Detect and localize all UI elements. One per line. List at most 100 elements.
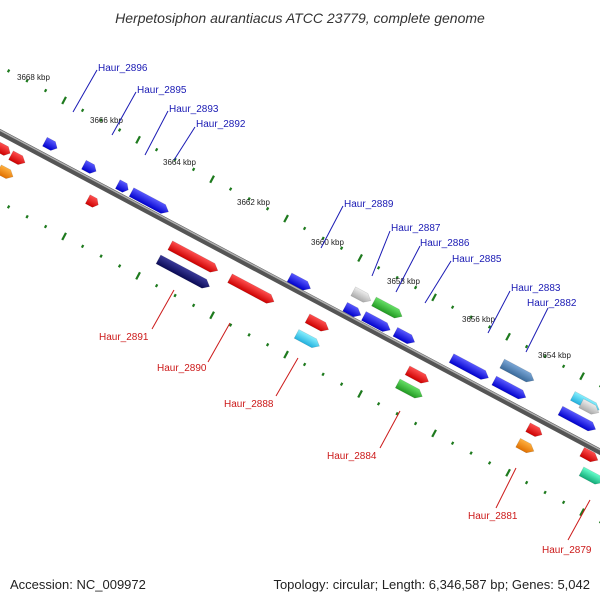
gene-arrow[interactable] bbox=[448, 353, 491, 383]
scale-tick bbox=[117, 128, 122, 132]
gene-label[interactable]: Haur_2885 bbox=[452, 254, 502, 265]
gene-label[interactable]: Haur_2887 bbox=[391, 223, 441, 234]
scale-tick bbox=[117, 264, 122, 268]
gene-arrow[interactable] bbox=[0, 141, 13, 157]
scale-tick bbox=[43, 88, 48, 93]
scale-tick bbox=[413, 285, 418, 290]
reverse-leaders bbox=[151, 289, 591, 541]
gene-label[interactable]: Haur_2891 bbox=[99, 332, 149, 343]
scale-tick bbox=[61, 96, 67, 105]
kbp-labels: 3668 kbp 3666 kbp 3664 kbp 3662 kbp 3660… bbox=[17, 73, 571, 360]
scale-tick bbox=[376, 401, 381, 406]
gene-label[interactable]: Haur_2886 bbox=[420, 238, 470, 249]
kbp-label: 3656 kbp bbox=[462, 315, 495, 324]
gene-arrow[interactable] bbox=[491, 375, 528, 402]
gene-arrow[interactable] bbox=[578, 466, 600, 487]
kbp-label: 3668 kbp bbox=[17, 73, 50, 82]
gene-label[interactable]: Haur_2896 bbox=[98, 63, 148, 74]
gene-arrow[interactable] bbox=[557, 405, 598, 434]
scale-tick bbox=[357, 253, 363, 263]
gene-arrow[interactable] bbox=[361, 311, 392, 335]
gene-arrow[interactable] bbox=[155, 254, 212, 291]
scale-tick bbox=[173, 293, 177, 298]
gene-arrow[interactable] bbox=[515, 437, 537, 455]
gene-arrow[interactable] bbox=[371, 296, 405, 321]
scale-tick bbox=[376, 265, 381, 270]
scale-tick bbox=[395, 411, 399, 416]
kbp-label: 3666 kbp bbox=[90, 116, 123, 125]
gene-features[interactable] bbox=[0, 136, 600, 487]
scale-tick bbox=[431, 429, 437, 438]
gene-arrow[interactable] bbox=[394, 378, 424, 401]
scale-tick bbox=[579, 372, 585, 381]
scale-tick bbox=[80, 108, 85, 113]
scale-tick bbox=[579, 508, 585, 517]
scale-tick bbox=[191, 303, 196, 308]
gene-arrow[interactable] bbox=[84, 194, 100, 209]
gene-label[interactable]: Haur_2882 bbox=[527, 298, 577, 309]
gene-arrow[interactable] bbox=[42, 136, 59, 152]
gene-arrow[interactable] bbox=[8, 150, 28, 167]
gene-arrow[interactable] bbox=[128, 187, 171, 217]
gene-label[interactable]: Haur_2883 bbox=[511, 283, 561, 294]
gene-arrow[interactable] bbox=[114, 179, 130, 194]
gene-label[interactable]: Haur_2895 bbox=[137, 85, 187, 96]
gene-label[interactable]: Haur_2884 bbox=[327, 451, 377, 462]
gene-arrow[interactable] bbox=[227, 273, 277, 306]
gene-arrow[interactable] bbox=[579, 446, 600, 464]
scale-tick bbox=[154, 147, 159, 152]
scale-tick bbox=[524, 344, 529, 349]
scale-tick bbox=[339, 382, 344, 386]
scale-tick bbox=[487, 325, 492, 329]
genome-stats-text: Topology: circular; Length: 6,346,587 bp… bbox=[273, 577, 590, 592]
kbp-label: 3660 kbp bbox=[311, 238, 344, 247]
scale-tick bbox=[228, 323, 233, 327]
gene-arrow[interactable] bbox=[0, 164, 15, 181]
kbp-label: 3662 kbp bbox=[237, 198, 270, 207]
gene-arrow[interactable] bbox=[404, 365, 431, 386]
scale-tick bbox=[191, 167, 196, 172]
scale-tick bbox=[302, 226, 307, 231]
map-title: Herpetosiphon aurantiacus ATCC 23779, co… bbox=[115, 10, 485, 26]
gene-label[interactable]: Haur_2892 bbox=[196, 119, 246, 130]
scale-tick bbox=[99, 118, 103, 122]
gene-arrow[interactable] bbox=[578, 398, 600, 417]
gene-arrow[interactable] bbox=[342, 301, 364, 319]
gene-label[interactable]: Haur_2888 bbox=[224, 399, 274, 410]
scale-tick bbox=[357, 389, 363, 399]
scale-tick bbox=[413, 421, 418, 426]
scale-tick bbox=[543, 354, 547, 359]
scale-tick bbox=[505, 332, 511, 341]
scale-tick bbox=[283, 214, 289, 223]
forward-gene-labels: Haur_2896 Haur_2895 Haur_2893 Haur_2892 … bbox=[98, 63, 577, 309]
scale-tick bbox=[561, 364, 566, 369]
scale-tick bbox=[265, 206, 270, 211]
scale-tick bbox=[25, 78, 29, 83]
accession-text: Accession: NC_009972 bbox=[10, 577, 146, 592]
scale-tick bbox=[321, 236, 325, 241]
gene-arrow[interactable] bbox=[499, 358, 536, 385]
gene-label[interactable]: Haur_2889 bbox=[344, 199, 394, 210]
gene-arrow[interactable] bbox=[392, 327, 417, 346]
gene-label[interactable]: Haur_2893 bbox=[169, 104, 219, 115]
gene-label[interactable]: Haur_2879 bbox=[542, 545, 592, 556]
scale-tick bbox=[135, 271, 141, 280]
gene-label[interactable]: Haur_2890 bbox=[157, 363, 207, 374]
kbp-label: 3664 kbp bbox=[163, 158, 196, 167]
scale-tick bbox=[43, 224, 48, 229]
gene-arrow[interactable] bbox=[304, 313, 331, 334]
gene-arrow[interactable] bbox=[167, 240, 220, 275]
scale-tick bbox=[450, 305, 455, 310]
gene-label[interactable]: Haur_2881 bbox=[468, 511, 518, 522]
scale-tick bbox=[469, 451, 473, 455]
scale-tick bbox=[487, 461, 492, 465]
gene-arrow[interactable] bbox=[525, 422, 545, 439]
gene-arrow[interactable] bbox=[293, 329, 322, 350]
scale-tick bbox=[6, 205, 11, 209]
scale-tick bbox=[154, 283, 159, 288]
gene-arrow[interactable] bbox=[286, 272, 313, 293]
gene-arrow[interactable] bbox=[350, 286, 373, 305]
scale-tick bbox=[543, 490, 547, 495]
gene-arrow[interactable] bbox=[81, 159, 98, 175]
